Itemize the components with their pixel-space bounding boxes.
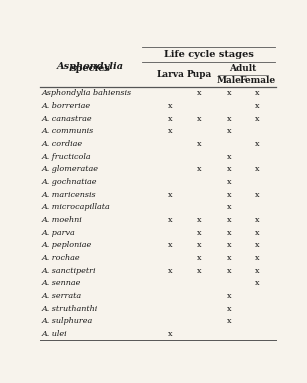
Text: x: x [227,165,231,173]
Text: x: x [227,317,231,325]
Text: x: x [197,89,201,97]
Text: Female: Female [239,76,275,85]
Text: Male: Male [216,76,241,85]
Text: x: x [227,216,231,224]
Text: x: x [168,267,173,275]
Text: x: x [227,241,231,249]
Text: x: x [168,115,173,123]
Text: Larva: Larva [157,70,185,79]
Text: x: x [227,127,231,135]
Text: x: x [227,115,231,123]
Text: x: x [168,102,173,110]
Text: x: x [168,191,173,199]
Text: x: x [255,89,259,97]
Text: A. sanctipetri: A. sanctipetri [42,267,96,275]
Text: A. parva: A. parva [42,229,76,237]
Text: x: x [255,165,259,173]
Text: A. cordiae: A. cordiae [42,140,83,148]
Text: A. rochae: A. rochae [42,254,80,262]
Text: A. struthanthi: A. struthanthi [42,304,98,313]
Text: A. sulphurea: A. sulphurea [42,317,93,325]
Text: x: x [227,191,231,199]
Text: x: x [197,165,201,173]
Text: Adult: Adult [229,64,257,73]
Text: Asphondylia bahiensis: Asphondylia bahiensis [42,89,132,97]
Text: A. ulei: A. ulei [42,330,68,338]
Text: A. gochnatiae: A. gochnatiae [42,178,97,186]
Text: x: x [197,254,201,262]
Text: A. moehni: A. moehni [42,216,83,224]
Text: A. communis: A. communis [42,127,94,135]
Text: x: x [255,216,259,224]
Text: A. glomeratae: A. glomeratae [42,165,99,173]
Text: x: x [227,254,231,262]
Text: x: x [197,241,201,249]
Text: x: x [168,330,173,338]
Text: x: x [227,178,231,186]
Text: species: species [70,64,110,73]
Text: A. sennae: A. sennae [42,279,81,287]
Text: x: x [197,267,201,275]
Text: x: x [227,304,231,313]
Text: x: x [255,229,259,237]
Text: x: x [255,102,259,110]
Text: x: x [255,115,259,123]
Text: x: x [227,229,231,237]
Text: x: x [227,292,231,300]
Text: x: x [168,127,173,135]
Text: A. microcapillata: A. microcapillata [42,203,111,211]
Text: Pupa: Pupa [186,70,212,79]
Text: x: x [255,140,259,148]
Text: Life cycle stages: Life cycle stages [164,50,254,59]
Text: A. serrata: A. serrata [42,292,82,300]
Text: x: x [197,229,201,237]
Text: x: x [255,241,259,249]
Text: x: x [168,216,173,224]
Text: x: x [227,203,231,211]
Text: x: x [227,89,231,97]
Text: x: x [227,267,231,275]
Text: Asphondylia: Asphondylia [56,62,124,71]
Text: A. fructicola: A. fructicola [42,153,91,160]
Text: A. borreriae: A. borreriae [42,102,91,110]
Text: x: x [197,216,201,224]
Text: A. canastrae: A. canastrae [42,115,93,123]
Text: A. peploniae: A. peploniae [42,241,92,249]
Text: x: x [255,279,259,287]
Text: x: x [255,267,259,275]
Text: x: x [227,153,231,160]
Text: x: x [197,115,201,123]
Text: A. maricensis: A. maricensis [42,191,97,199]
Text: x: x [168,241,173,249]
Text: x: x [197,140,201,148]
Text: x: x [255,254,259,262]
Text: x: x [255,191,259,199]
